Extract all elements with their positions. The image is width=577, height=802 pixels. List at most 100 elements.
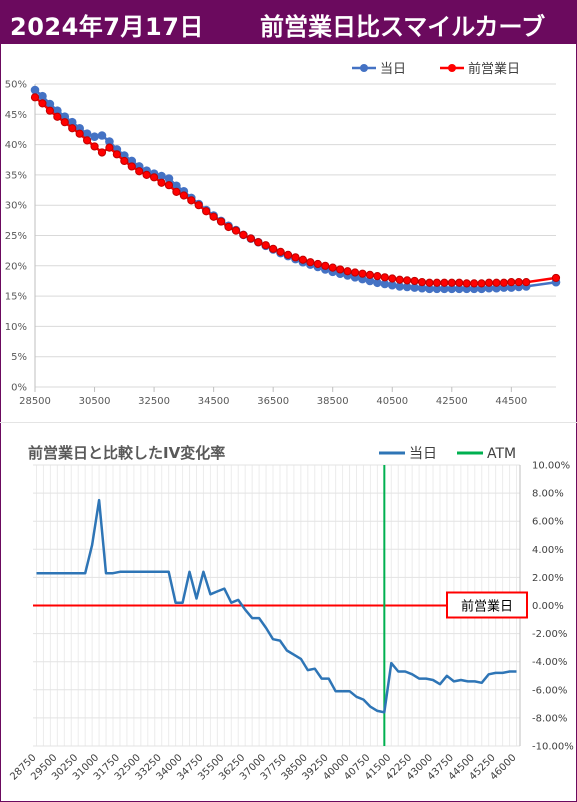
section-divider: [0, 422, 577, 423]
series-prev-day-point: [306, 258, 315, 267]
series-prev-day-point: [127, 162, 136, 171]
series-today-point: [432, 284, 442, 294]
series-prev-day-point: [365, 270, 375, 279]
series-prev-day-point: [432, 278, 442, 287]
series-prev-day-point: [380, 273, 389, 282]
series-today-point: [90, 132, 99, 142]
series-today-point: [454, 284, 464, 294]
y-tick-label: 8.00%: [532, 489, 564, 500]
x-tick-label: 44500: [495, 396, 527, 407]
series-today-point: [387, 280, 397, 290]
series-prev-day-point: [298, 255, 308, 264]
series-prev-day-point: [373, 272, 382, 281]
series-prev-day-point: [38, 99, 47, 108]
series-prev-day-point: [462, 279, 471, 288]
y-tick-label: 10.00%: [532, 461, 570, 472]
series-today-point: [380, 279, 390, 289]
y-tick-label: 20%: [5, 261, 27, 272]
legend-today-label: 当日: [380, 62, 406, 77]
legend-atm-label: ATM: [487, 446, 516, 462]
smile-curve-chart: 0% 5% 10% 15% 20% 25% 30% 35% 40% 45% 50% 28500 3050…: [5, 61, 561, 407]
y-tick-label: 0.00%: [532, 601, 564, 612]
series-today-point: [440, 284, 449, 294]
series-prev-day-point: [142, 170, 151, 180]
series-prev-day-point: [75, 129, 84, 138]
y-tick-label: 5%: [11, 352, 27, 363]
series-prev-day-point: [172, 187, 181, 196]
x-tick-label: 32500: [138, 396, 170, 407]
series-prev-day-point: [328, 263, 337, 272]
series-prev-day-point: [522, 278, 531, 287]
series-prev-day-point: [202, 207, 211, 216]
series-prev-day-point: [336, 265, 345, 274]
y-tick-label: 15%: [5, 292, 27, 303]
series-prev-day-point: [97, 148, 107, 157]
series-prev-day-point: [135, 167, 144, 176]
series-today-point: [67, 117, 77, 127]
y-tick-label: -2.00%: [532, 629, 567, 640]
series-prev-day-point: [254, 238, 263, 247]
series-prev-day-point: [112, 150, 121, 159]
series-today-line: [36, 498, 517, 714]
series-prev-day-point: [53, 112, 62, 121]
x-tick-label: 34500: [198, 396, 230, 407]
title-banner: 2024年7月17日 前営業日比スマイルカーブ: [0, 0, 577, 44]
series-today-point: [447, 284, 457, 294]
y-tick-label: -8.00%: [532, 713, 567, 724]
y-tick-label: 45%: [5, 110, 27, 121]
series-prev-day-point: [187, 196, 196, 205]
series-prev-day-point: [440, 278, 449, 287]
series-prev-day-point: [194, 201, 203, 210]
prev-day-label: 前営業日: [461, 599, 513, 615]
series-prev-day-point: [499, 278, 508, 287]
series-prev-day-point: [514, 278, 523, 287]
series-prev-day-point: [551, 273, 561, 283]
y-tick-label: -6.00%: [532, 685, 567, 696]
series-prev-day-point: [216, 217, 226, 226]
series-prev-day-point: [105, 143, 114, 152]
series-prev-day-point: [417, 278, 427, 287]
y-tick-label: -4.00%: [532, 657, 567, 668]
series-today-point: [365, 276, 375, 286]
series-prev-day-point: [269, 244, 278, 253]
series-prev-day-point: [60, 118, 69, 127]
series-today-point: [38, 91, 47, 101]
series-prev-day-point: [447, 278, 456, 287]
series-prev-day-point: [283, 250, 293, 259]
x-tick-label: 40500: [376, 396, 408, 407]
y-tick-label: 25%: [5, 231, 27, 242]
series-prev-day-point: [120, 156, 129, 166]
legend-today-marker: [360, 64, 368, 72]
y-tick-label: 4.00%: [532, 545, 564, 556]
series-prev-day-point: [45, 106, 54, 115]
series-prev-day-point: [507, 278, 516, 287]
x-tick-label: 30500: [79, 396, 111, 407]
banner-date: 2024年7月17日: [10, 13, 204, 41]
series-today-point: [97, 131, 107, 140]
series-today-point: [172, 181, 181, 191]
series-prev-day-point: [403, 276, 412, 285]
y-tick-label: 35%: [5, 170, 27, 181]
y-tick-label: 0%: [11, 383, 27, 394]
chart-title: 前営業日と比較したIV変化率: [28, 444, 225, 462]
series-prev-day-point: [350, 268, 360, 277]
series-prev-day-point: [157, 178, 166, 187]
legend-prev-day-marker: [448, 64, 456, 72]
x-tick-label: 42500: [436, 396, 468, 407]
series-prev-day-point: [388, 274, 397, 283]
series-prev-day-point: [149, 173, 159, 182]
series-prev-day-point: [425, 278, 434, 287]
series-prev-day-point: [246, 234, 255, 243]
series-prev-day-point: [30, 93, 40, 102]
y-tick-label: 40%: [5, 140, 27, 151]
series-prev-day-point: [492, 278, 501, 287]
series-today-point: [373, 278, 382, 288]
series-today-point: [410, 283, 419, 292]
series-prev-day-point: [179, 191, 188, 200]
series-prev-day-point: [313, 259, 322, 269]
y-tick-label: 30%: [5, 201, 27, 212]
series-prev-day-point: [68, 124, 77, 133]
series-today-point: [164, 174, 174, 183]
y-tick-label: -10.00%: [532, 742, 574, 753]
series-prev-day-point: [90, 142, 99, 151]
